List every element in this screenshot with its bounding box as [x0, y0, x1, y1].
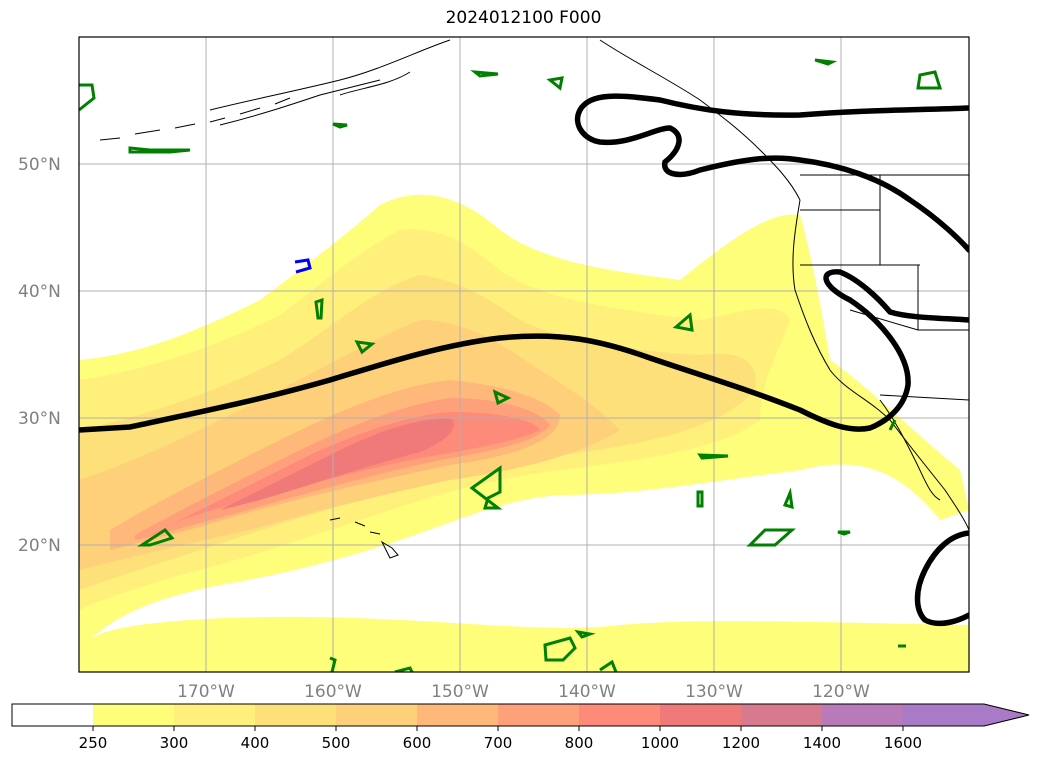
- colorbar-tick-label: 400: [241, 734, 270, 752]
- state-borders: [800, 174, 969, 401]
- green-contours: [79, 58, 943, 672]
- us-west-coastline: [792, 199, 969, 531]
- lon-label-150w: 150°W: [431, 682, 489, 702]
- colorbar-segment: [255, 704, 336, 726]
- colorbar-segment: [579, 704, 660, 726]
- map-border: [78, 36, 970, 673]
- hawaii-islands: [329, 517, 399, 559]
- colorbar-tick-label: 1200: [722, 734, 760, 752]
- lon-label-130w: 130°W: [685, 682, 743, 702]
- colorbar-segment: [822, 704, 903, 726]
- lon-label-170w: 170°W: [177, 682, 235, 702]
- alaska-coastline: [209, 39, 451, 126]
- colorbar-tick-label: 500: [322, 734, 351, 752]
- ivt-shading: [79, 194, 969, 672]
- colorbar-tick-label: 1400: [803, 734, 841, 752]
- lon-label-120w: 120°W: [812, 682, 870, 702]
- blue-contours: [294, 258, 312, 274]
- lat-label-20: 20°N: [18, 536, 61, 556]
- jet-contour-north: [574, 93, 969, 253]
- colorbar-tick-label: 250: [79, 734, 108, 752]
- jet-contour-main: [79, 269, 969, 433]
- lon-labels: 170°W 160°W 150°W 140°W 130°W 120°W: [177, 682, 870, 702]
- colorbar-segment: [336, 704, 417, 726]
- jet-contour-south: [914, 530, 969, 627]
- colorbar-segment: [174, 704, 255, 726]
- colorbar-segment: [417, 704, 498, 726]
- colorbar-tick-label: 300: [160, 734, 189, 752]
- lon-label-140w: 140°W: [558, 682, 616, 702]
- colorbar-segment: [660, 704, 741, 726]
- colorbar-segment: [741, 704, 822, 726]
- colorbar-outline: [11, 703, 1030, 727]
- bc-coastline: [599, 39, 801, 201]
- colorbar-tick-label: 1600: [884, 734, 922, 752]
- colorbar-tick-label: 800: [565, 734, 594, 752]
- ivt-band-1000: [220, 418, 454, 510]
- colorbar: 250 300 400 500 600 700 800 1000 1200 1400 1600: [11, 703, 1030, 752]
- map-panel: [79, 37, 969, 672]
- colorbar-tick-label: 600: [403, 734, 432, 752]
- colorbar-tick-label: 700: [484, 734, 513, 752]
- map-title: 2024012100 F000: [445, 8, 602, 28]
- colorbar-segment: [93, 704, 174, 726]
- colorbar-segment: [12, 704, 93, 726]
- colorbar-tick-label: 1000: [641, 734, 679, 752]
- lat-label-50: 50°N: [18, 155, 61, 175]
- lat-label-40: 40°N: [18, 282, 61, 302]
- lat-label-30: 30°N: [18, 409, 61, 429]
- colorbar-segment: [903, 704, 1029, 726]
- colorbar-segment: [498, 704, 579, 726]
- jet-contours: [79, 93, 969, 627]
- lat-labels: 50°N 40°N 30°N 20°N: [18, 155, 61, 556]
- coastlines: [99, 39, 969, 559]
- lon-label-160w: 160°W: [304, 682, 362, 702]
- aleutians-coastline: [99, 97, 291, 141]
